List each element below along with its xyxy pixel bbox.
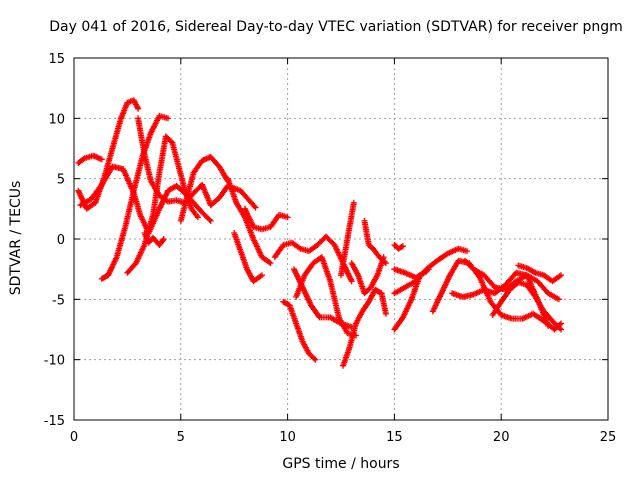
y-tick-label: 5 [57,173,65,188]
x-tick-label: 5 [177,430,185,445]
x-tick-label: 0 [70,430,78,445]
data-points [75,97,564,369]
x-tick-label: 15 [386,430,403,445]
data-series-arc-3 [75,152,105,166]
data-series-arc-8 [177,153,231,224]
data-series-arc-28 [515,262,564,285]
data-series-arc-9 [224,175,274,267]
data-series-arc-27 [489,279,564,333]
data-series-arc-13 [280,298,319,363]
data-series-arc-18 [338,199,357,279]
data-series-arc-23 [391,266,430,281]
y-tick-label: -5 [52,293,65,308]
data-series-arc-17 [348,254,387,297]
data-series-arc-11 [241,205,291,233]
data-series-arc-7 [141,230,167,248]
data-series-arc-19 [361,217,389,267]
chart-title: Day 041 of 2016, Sidereal Day-to-day VTE… [49,19,623,35]
data-series-arc-20 [391,242,406,252]
y-tick-label: 0 [57,233,65,248]
data-series-arc-10 [231,230,265,285]
data-series-arc-12 [271,233,355,285]
x-axis-label: GPS time / hours [282,456,400,472]
y-tick-label: 10 [48,112,65,127]
data-series-arc-5 [98,112,171,282]
y-tick-label: -10 [44,354,65,369]
x-tick-label: 25 [600,430,617,445]
x-tick-label: 10 [279,430,296,445]
y-tick-label: 15 [48,52,65,67]
y-tick-label: -15 [44,414,65,429]
data-series-arc-15 [291,266,355,331]
data-series-arc-16 [340,286,389,369]
x-tick-label: 20 [493,430,510,445]
